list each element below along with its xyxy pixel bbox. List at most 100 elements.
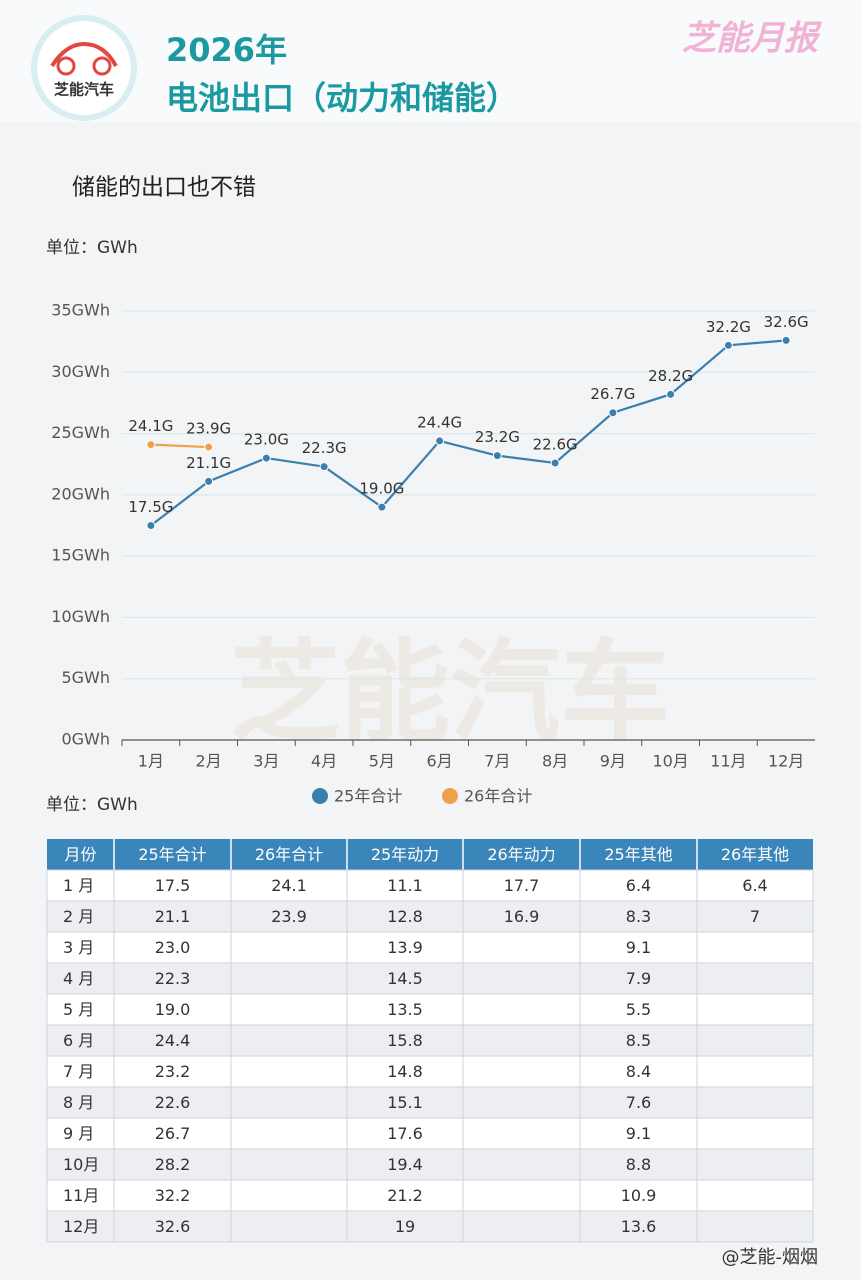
x-tick-label: 9月 (600, 752, 626, 771)
table-cell: 14.8 (387, 1062, 423, 1081)
data-label: 21.1G (186, 454, 231, 472)
legend-swatch (312, 788, 328, 804)
x-tick-label: 3月 (253, 752, 279, 771)
legend-label: 26年合计 (464, 787, 532, 806)
data-point (319, 462, 329, 472)
table-cell: 21.1 (155, 907, 191, 926)
logo-car (50, 41, 118, 68)
table-row (46, 869, 814, 902)
table-cell: 7 (750, 907, 760, 926)
y-tick-label: 35GWh (51, 301, 110, 320)
x-tick-label: 11月 (710, 752, 746, 771)
background-watermark: 芝能汽车 (230, 628, 670, 756)
table-header-bg (47, 839, 813, 870)
table-cell: 7 月 (63, 1062, 94, 1081)
table-cell: 28.2 (155, 1155, 191, 1174)
table-cell: 11月 (63, 1186, 99, 1205)
table-row (46, 931, 814, 964)
footer: @芝能-烟烟 (722, 1247, 819, 1268)
data-label: 22.3G (302, 439, 347, 457)
logo-wheel (56, 56, 76, 76)
table-cell: 10月 (63, 1155, 99, 1174)
header-title: 电池出口（动力和储能） (166, 79, 518, 117)
x-tick-label: 2月 (196, 752, 222, 771)
data-point (377, 502, 387, 512)
table-row (46, 1055, 814, 1088)
data-label: 24.1G (128, 417, 173, 435)
table-header: 25年其他 (604, 845, 672, 864)
x-tick-label: 5月 (369, 752, 395, 771)
y-tick-label: 15GWh (51, 546, 110, 565)
table-cell: 5 月 (63, 1000, 94, 1019)
logo (31, 15, 137, 121)
x-tick-label: 12月 (768, 752, 804, 771)
table-cell: 12.8 (387, 907, 423, 926)
table-row (46, 1210, 814, 1243)
data-label: 24.4G (417, 413, 462, 431)
table-cell: 15.8 (387, 1031, 423, 1050)
data-label: 32.6G (764, 313, 809, 331)
data-label: 28.2G (648, 367, 693, 385)
data-label: 17.5G (128, 498, 173, 516)
data-label: 22.6G (533, 435, 578, 453)
table-cell: 14.5 (387, 969, 423, 988)
y-tick-label: 30GWh (51, 362, 110, 381)
y-tick-label: 0GWh (61, 730, 110, 749)
data-label: 32.2G (706, 318, 751, 336)
table-cell: 17.7 (504, 876, 540, 895)
table-row (46, 993, 814, 1026)
series-line (150, 339, 787, 527)
table-cell: 6.4 (742, 876, 767, 895)
x-tick-label: 1月 (138, 752, 164, 771)
table-cell: 19.4 (387, 1155, 423, 1174)
data-point (261, 453, 271, 463)
data-point (550, 458, 560, 468)
table-header: 26年合计 (255, 845, 323, 864)
data-point (435, 436, 445, 446)
table-cell: 13.5 (387, 1000, 423, 1019)
table-header: 月份 (64, 845, 96, 864)
table-cell: 17.6 (387, 1124, 423, 1143)
table-cell: 22.3 (155, 969, 191, 988)
table-cell: 9 月 (63, 1124, 94, 1143)
table-cell: 32.2 (155, 1186, 191, 1205)
legend-label: 25年合计 (334, 787, 402, 806)
table-cell: 22.6 (155, 1093, 191, 1112)
table-row (46, 1117, 814, 1150)
table-cell: 11.1 (387, 876, 423, 895)
table-cell: 8 月 (63, 1093, 94, 1112)
table-cell: 8.5 (626, 1031, 651, 1050)
unit-label: 单位：GWh (46, 238, 138, 258)
x-tick-label: 8月 (542, 752, 568, 771)
logo-wheel (92, 56, 112, 76)
table-cell: 13.9 (387, 938, 423, 957)
data-label: 23.9G (186, 420, 231, 438)
data-point (723, 340, 733, 350)
table-cell: 7.9 (626, 969, 651, 988)
table-cell: 3 月 (63, 938, 94, 957)
data-point (608, 408, 618, 418)
table-header: 25年动力 (371, 845, 439, 864)
series-line (150, 443, 209, 449)
table-cell: 23.2 (155, 1062, 191, 1081)
legend-swatch (442, 788, 458, 804)
y-tick-label: 25GWh (51, 423, 110, 442)
table-header: 25年合计 (138, 845, 206, 864)
data-label: 19.0G (359, 480, 404, 498)
table-row (46, 900, 814, 933)
table-cell: 8.4 (626, 1062, 651, 1081)
table-row (46, 1086, 814, 1119)
table-cell: 6 月 (63, 1031, 94, 1050)
table-header: 26年其他 (721, 845, 789, 864)
data-point (492, 451, 502, 461)
report-mark: 芝能月报 (682, 19, 823, 59)
table-cell: 2 月 (63, 907, 94, 926)
data-label: 23.2G (475, 428, 520, 446)
table-cell: 8.3 (626, 907, 651, 926)
table-cell: 12月 (63, 1217, 99, 1236)
data-point (781, 335, 791, 345)
table-row (46, 1148, 814, 1181)
logo-text: 芝能汽车 (54, 81, 114, 99)
